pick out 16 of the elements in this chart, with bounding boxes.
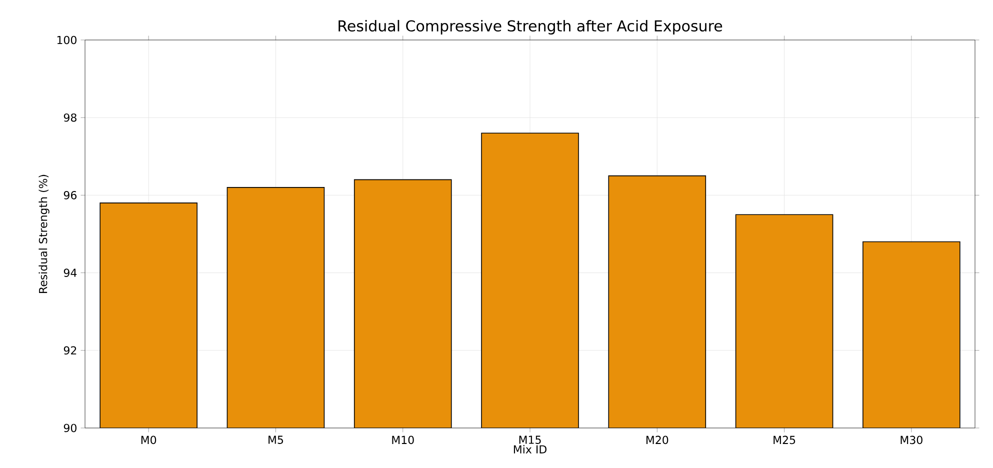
x-tick-label: M15 bbox=[519, 436, 541, 444]
y-axis-title: Residual Strength (%) bbox=[38, 174, 50, 293]
x-tick-label: M10 bbox=[392, 436, 414, 444]
x-tick-label: M25 bbox=[774, 436, 796, 444]
x-tick-label: M20 bbox=[646, 436, 668, 444]
x-tick-label: M5 bbox=[268, 436, 284, 444]
y-tick-label: 100 bbox=[57, 36, 76, 44]
chart-title: Residual Compressive Strength after Acid Exposure bbox=[338, 20, 722, 34]
x-tick-label: M0 bbox=[141, 436, 156, 444]
x-tick-label: M30 bbox=[900, 436, 922, 444]
y-tick-label: 92 bbox=[64, 346, 76, 355]
y-tick-label: 90 bbox=[64, 424, 76, 432]
y-tick-label: 96 bbox=[64, 191, 77, 200]
x-axis-title: Mix ID bbox=[514, 444, 546, 454]
y-tick-label: 98 bbox=[64, 113, 76, 122]
y-tick-label: 94 bbox=[64, 268, 77, 277]
